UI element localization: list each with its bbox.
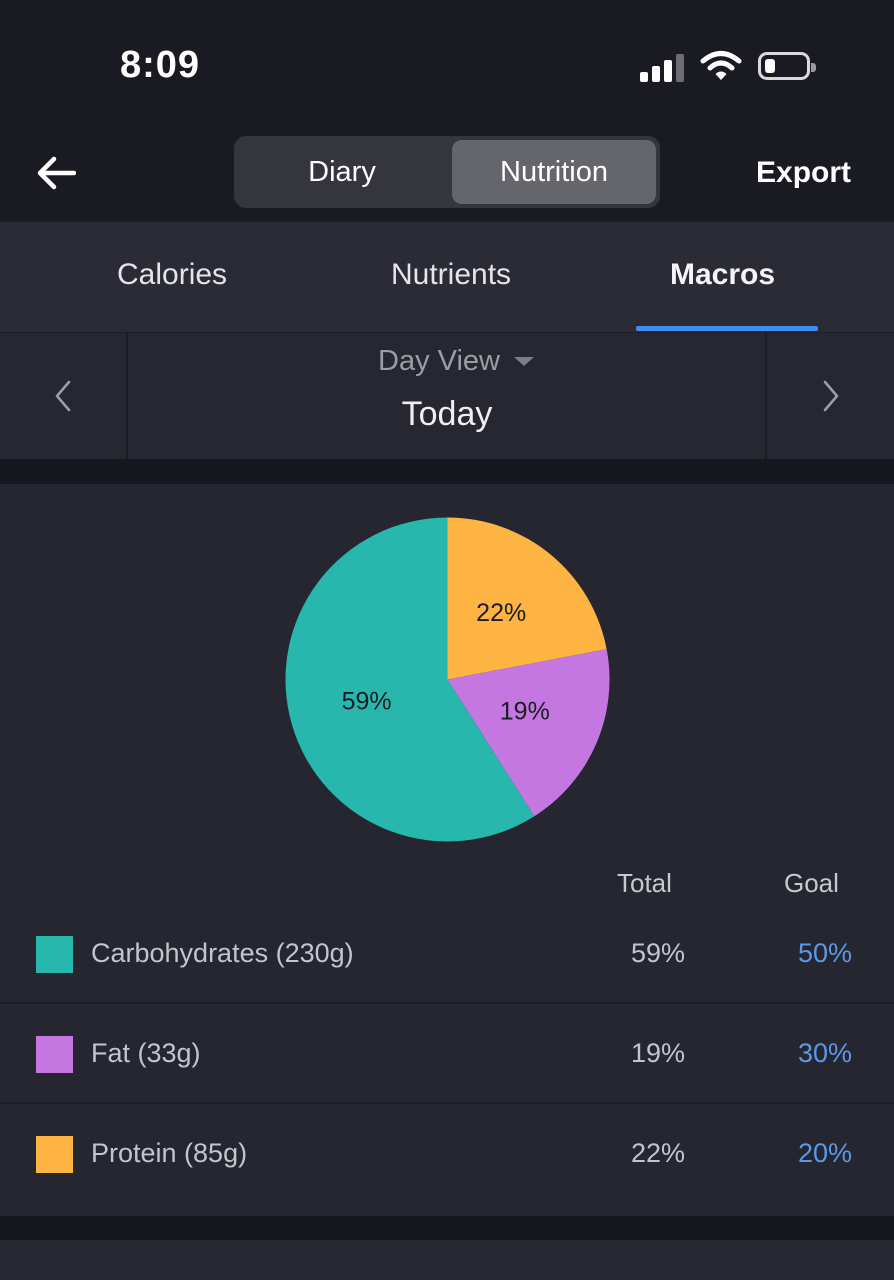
pie-slice-carbohydrates (285, 517, 535, 842)
nav-header: Diary Nutrition Export (0, 130, 894, 222)
cellular-signal-icon (640, 54, 686, 82)
tab-nutrients[interactable]: Nutrients (391, 258, 512, 291)
macro-goal[interactable]: 30% (798, 1038, 853, 1068)
fat-color-swatch (36, 1036, 73, 1073)
pie-label-carbohydrates: 59% (342, 688, 392, 716)
view-mode-dropdown[interactable]: Day View (378, 345, 534, 378)
macro-label: Fat (33g) (91, 1038, 201, 1068)
macro-row-fat: Fat (33g) 19% 30% (0, 1004, 894, 1104)
protein-color-swatch (36, 1136, 73, 1173)
status-bar: 8:09 (0, 0, 894, 130)
pie-label-fat: 19% (500, 698, 550, 726)
carbohydrates-color-swatch (36, 936, 73, 973)
export-button[interactable]: Export (756, 156, 852, 189)
chevron-right-icon (823, 380, 838, 412)
pie-slice-fat (447, 649, 610, 817)
macro-total: 19% (631, 1038, 686, 1068)
row-divider (0, 1002, 894, 1004)
macro-goal[interactable]: 20% (798, 1138, 853, 1168)
wifi-icon (700, 51, 742, 80)
macro-label: Carbohydrates (230g) (91, 938, 354, 968)
current-date-label: Today (401, 395, 493, 433)
back-button[interactable] (30, 150, 82, 196)
status-time: 8:09 (120, 44, 201, 86)
macros-card: 22% 19% 59% Total Goal Carbohydrates (230g… (0, 484, 894, 1216)
row-divider (0, 1102, 894, 1104)
caret-down-icon (513, 357, 534, 366)
pie-slice-protein (447, 517, 607, 680)
macros-pie-chart: 22% 19% 59% (285, 517, 610, 842)
segment-nutrition[interactable]: Nutrition (452, 140, 656, 204)
pie-label-protein: 22% (476, 599, 526, 627)
back-arrow-icon (37, 156, 76, 190)
chevron-left-icon (55, 380, 71, 412)
diary-nutrition-segmented-control: Diary Nutrition (234, 136, 660, 208)
segment-diary[interactable]: Diary (308, 155, 376, 188)
date-navigator: Day View Today (0, 332, 894, 459)
macro-row-protein: Protein (85g) 22% 20% (0, 1104, 894, 1204)
previous-day-button[interactable] (0, 333, 128, 459)
macro-row-carbohydrates: Carbohydrates (230g) 59% 50% (0, 904, 894, 1004)
active-tab-indicator (636, 326, 818, 331)
macro-goal[interactable]: 50% (798, 938, 853, 968)
macro-label: Protein (85g) (91, 1138, 248, 1168)
goal-column-header: Goal (784, 868, 839, 898)
battery-icon (758, 52, 816, 80)
tab-macros[interactable]: Macros (670, 258, 776, 291)
macro-total: 22% (631, 1138, 686, 1168)
bottom-section (0, 1240, 894, 1280)
tab-calories[interactable]: Calories (117, 258, 228, 291)
view-mode-label: Day View (378, 345, 500, 377)
total-column-header: Total (617, 868, 672, 898)
nutrition-tabs: Calories Nutrients Macros (0, 222, 894, 332)
macro-total: 59% (631, 938, 686, 968)
next-day-button[interactable] (765, 333, 894, 459)
